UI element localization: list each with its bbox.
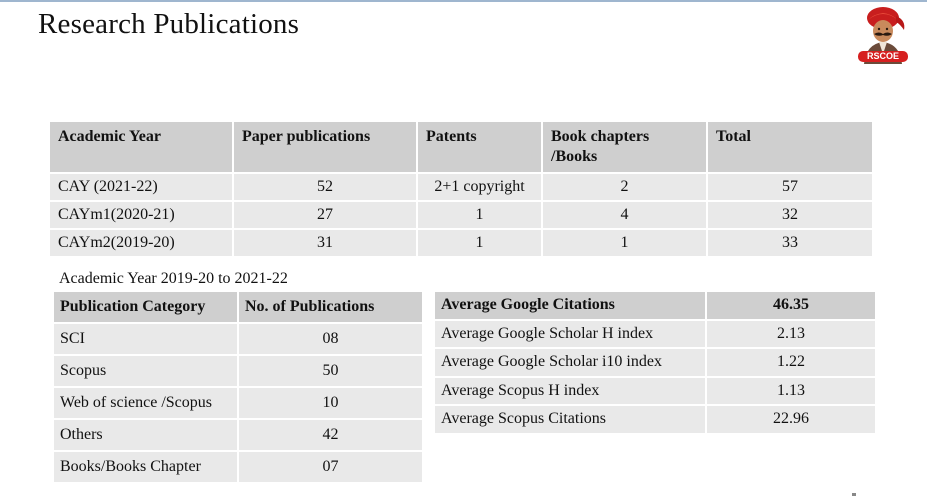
table-cell: Books/Books Chapter [52, 450, 239, 484]
citation-metrics-table: Average Google Citations 46.35 Average G… [433, 290, 877, 435]
table-cell: CAY (2021-22) [48, 172, 234, 202]
category-table-caption: Academic Year 2019-20 to 2021-22 [59, 270, 288, 287]
table-header-row: Academic Year Paper publications Patents… [48, 120, 874, 174]
table-cell: 1 [416, 200, 543, 230]
table-row: Average Scopus H index 1.13 [433, 375, 877, 406]
logo-label: RSCOE [858, 51, 908, 62]
table-cell: 33 [706, 228, 874, 258]
table-cell: 1 [416, 228, 543, 258]
table-cell: 42 [237, 418, 424, 452]
table-cell: 31 [232, 228, 418, 258]
table-row: CAYm1(2020-21) 27 1 4 32 [48, 200, 874, 230]
table-cell: 27 [232, 200, 418, 230]
table-cell: Average Google Citations [433, 290, 707, 321]
table-row: Scopus 50 [52, 354, 424, 388]
table-cell: 1.22 [705, 347, 877, 378]
column-header: Total [706, 120, 874, 174]
table-cell: CAYm1(2020-21) [48, 200, 234, 230]
table-cell: 2 [541, 172, 708, 202]
corner-mark [852, 493, 856, 496]
table-cell: 08 [237, 322, 424, 356]
top-border-line [0, 0, 927, 2]
year-summary-table: Academic Year Paper publications Patents… [48, 120, 874, 258]
column-header: Publication Category [52, 290, 239, 324]
table-cell: 2.13 [705, 318, 877, 349]
table-header-row: Publication Category No. of Publications [52, 290, 424, 324]
table-cell: Others [52, 418, 239, 452]
column-header: Academic Year [48, 120, 234, 174]
table-row: Books/Books Chapter 07 [52, 450, 424, 484]
page-title: Research Publications [38, 8, 300, 40]
table-cell: Scopus [52, 354, 239, 388]
table-cell: CAYm2(2019-20) [48, 228, 234, 258]
table-cell: 50 [237, 354, 424, 388]
table-row: Others 42 [52, 418, 424, 452]
table-cell: 46.35 [705, 290, 877, 321]
table-cell: 32 [706, 200, 874, 230]
table-row: Average Scopus Citations 22.96 [433, 404, 877, 435]
table-cell: 1 [541, 228, 708, 258]
table-cell: Average Google Scholar H index [433, 318, 707, 349]
table-cell: Web of science /Scopus [52, 386, 239, 420]
table-cell: 52 [232, 172, 418, 202]
table-cell: 10 [237, 386, 424, 420]
table-cell: Average Scopus Citations [433, 404, 707, 435]
table-row: Average Google Scholar i10 index 1.22 [433, 347, 877, 378]
column-header: Book chapters/Books [541, 120, 708, 174]
table-cell: Average Scopus H index [433, 375, 707, 406]
table-cell: 22.96 [705, 404, 877, 435]
table-cell: Average Google Scholar i10 index [433, 347, 707, 378]
table-header-row: Average Google Citations 46.35 [433, 290, 877, 321]
table-cell: 2+1 copyright [416, 172, 543, 202]
table-cell: SCI [52, 322, 239, 356]
column-header: No. of Publications [237, 290, 424, 324]
table-cell: 57 [706, 172, 874, 202]
table-row: CAYm2(2019-20) 31 1 1 33 [48, 228, 874, 258]
table-row: CAY (2021-22) 52 2+1 copyright 2 57 [48, 172, 874, 202]
table-row: Web of science /Scopus 10 [52, 386, 424, 420]
table-cell: 4 [541, 200, 708, 230]
table-row: Average Google Scholar H index 2.13 [433, 318, 877, 349]
column-header: Paper publications [232, 120, 418, 174]
table-cell: 1.13 [705, 375, 877, 406]
table-cell: 07 [237, 450, 424, 484]
publication-category-table: Publication Category No. of Publications… [52, 290, 424, 484]
table-row: SCI 08 [52, 322, 424, 356]
column-header: Patents [416, 120, 543, 174]
